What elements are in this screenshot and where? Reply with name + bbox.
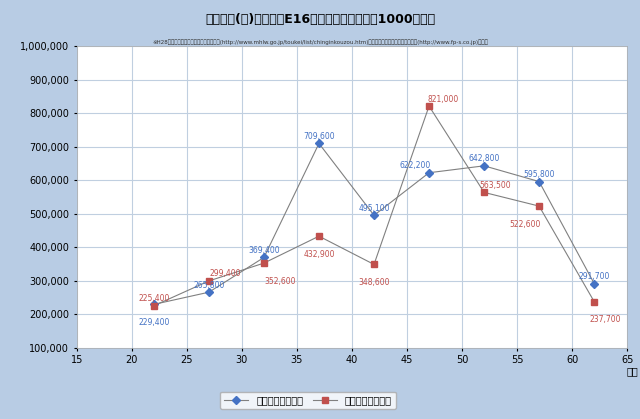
Text: 265,800: 265,800: [193, 281, 225, 290]
Text: 495,100: 495,100: [358, 204, 390, 213]
Text: 237,700: 237,700: [589, 315, 621, 324]
Text: 291,700: 291,700: [579, 272, 610, 281]
男性所定給（月）: [480, 163, 488, 168]
Text: 709,600: 709,600: [303, 132, 335, 141]
男性所定給（月）: [260, 255, 268, 260]
Text: 642,800: 642,800: [468, 154, 500, 163]
Text: 622,200: 622,200: [399, 161, 431, 170]
Legend: 男性所定給（月）, 女性所定給（月）: 男性所定給（月）, 女性所定給（月）: [220, 391, 396, 409]
男性所定給（月）: [150, 302, 157, 307]
Text: 348,600: 348,600: [358, 278, 390, 287]
女性所定給（月）: [370, 262, 378, 267]
X-axis label: 年齢: 年齢: [627, 366, 639, 376]
Text: 432,900: 432,900: [303, 250, 335, 259]
Text: 563,500: 563,500: [479, 181, 511, 190]
女性所定給（月）: [590, 299, 598, 304]
男性所定給（月）: [370, 213, 378, 218]
Line: 女性所定給（月）: 女性所定給（月）: [151, 103, 597, 308]
Text: 299,400: 299,400: [210, 269, 241, 279]
女性所定給（月）: [205, 278, 212, 283]
Text: 【所定給(月)】大阪･E16化学工業･人数規模1000人以上: 【所定給(月)】大阪･E16化学工業･人数規模1000人以上: [205, 13, 435, 26]
女性所定給（月）: [425, 103, 433, 109]
女性所定給（月）: [480, 190, 488, 195]
女性所定給（月）: [150, 303, 157, 308]
Line: 男性所定給（月）: 男性所定給（月）: [151, 141, 597, 307]
男性所定給（月）: [205, 290, 212, 295]
男性所定給（月）: [590, 281, 598, 286]
Text: 522,600: 522,600: [509, 220, 541, 229]
Text: ※H28年「厚労省賃金構造基本統計調査」(http://www.mhlw.go.jp/toukei/list/chinginkouzou.htm)を基に安達社会: ※H28年「厚労省賃金構造基本統計調査」(http://www.mhlw.go.…: [152, 40, 488, 45]
女性所定給（月）: [535, 204, 543, 209]
男性所定給（月）: [315, 141, 323, 146]
Text: 225,400: 225,400: [138, 294, 170, 303]
女性所定給（月）: [260, 261, 268, 266]
Text: 369,400: 369,400: [248, 246, 280, 255]
女性所定給（月）: [315, 234, 323, 239]
Text: 595,800: 595,800: [524, 170, 555, 179]
Text: 352,600: 352,600: [265, 277, 296, 286]
男性所定給（月）: [425, 170, 433, 175]
Text: 229,400: 229,400: [138, 318, 170, 327]
男性所定給（月）: [535, 179, 543, 184]
Text: 821,000: 821,000: [428, 95, 459, 103]
